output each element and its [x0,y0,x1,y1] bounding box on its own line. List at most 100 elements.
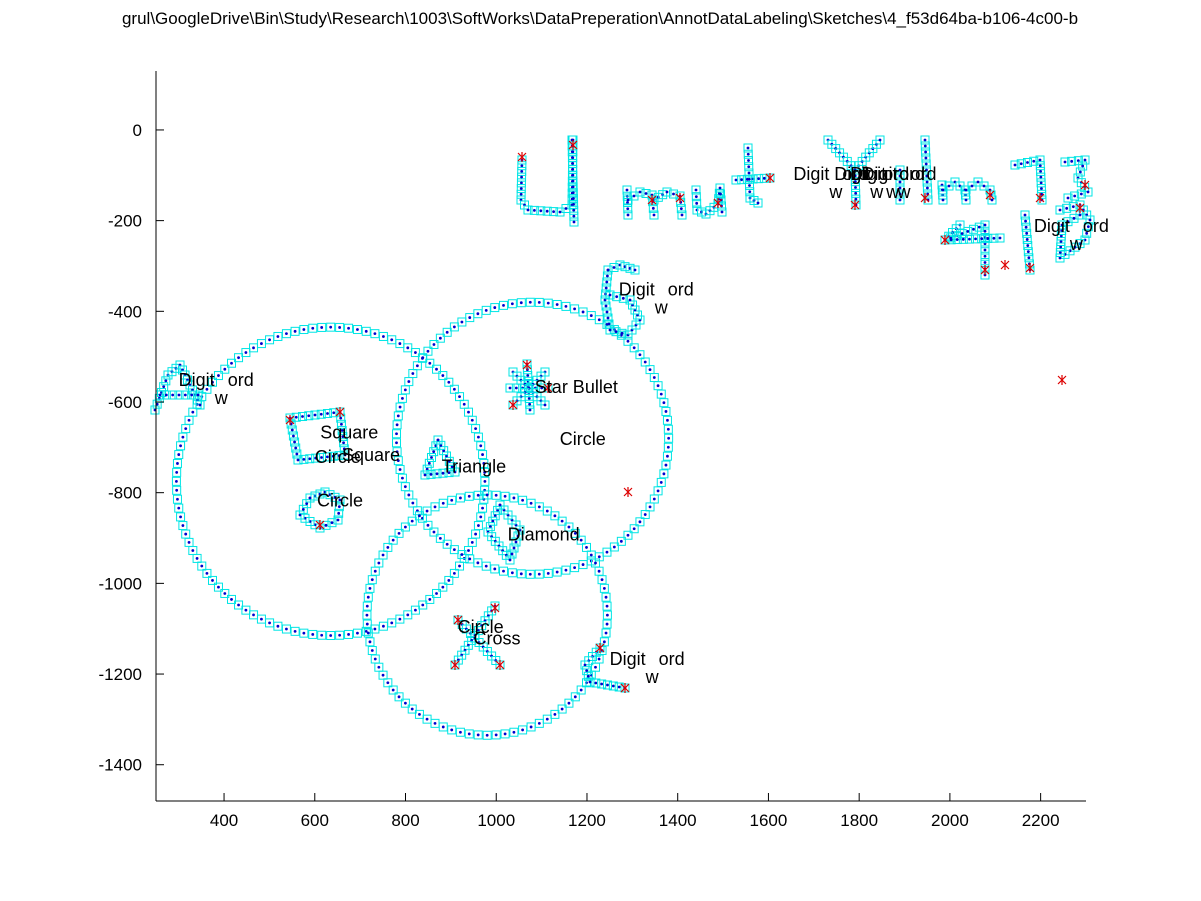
glyph-m-point [623,204,633,214]
glyph-u-point [516,178,526,188]
circle-stroke-point [482,730,492,740]
glyph-9-point [1069,213,1079,223]
circle-stroke-point [635,517,645,527]
glyph-m-point [895,195,905,205]
circle-stroke-point [438,582,448,592]
circle-stroke-point [623,530,633,540]
circle-stroke-point [478,503,488,513]
glyph-1-point [1010,160,1020,170]
circle-stroke-point [526,722,536,732]
corner-marker [1057,375,1067,385]
glyph-m-point [895,189,905,199]
circle-stroke-point [352,325,362,335]
circle-stroke-point [552,567,562,577]
glyph-u-point [517,161,527,171]
glyph-t-point [737,175,747,185]
annotation-label: Digitword [619,279,694,317]
triangle-stroke-point [429,447,439,457]
glyph-m-point [635,187,645,197]
glyph-9-point [1083,222,1093,232]
circle-stroke-point [550,511,560,521]
circle-stroke-point [570,692,580,702]
circle-stroke-point [561,301,571,311]
diamond-stroke-point [511,537,521,547]
circle-stroke-point [640,357,650,367]
circle-stroke-point [418,600,428,610]
circle-stroke-point [387,335,397,345]
glyph-u-point [569,205,579,215]
square-stroke-point [311,453,321,463]
circle-stroke-point [326,631,336,641]
circle-stroke-point [635,350,645,360]
corner-marker [920,193,930,203]
glyph-6-point [618,293,628,303]
circle-stroke-point [447,725,457,735]
annotation-label: Digitword [1034,216,1109,254]
diamond-stroke-point [509,543,519,553]
glyph-l-point [922,177,932,187]
glyph-1-point [1022,234,1032,244]
circle-stroke-point [476,512,486,522]
circle-stroke-point [234,600,244,610]
circle-stroke-point [370,329,380,339]
circle-stroke-point [478,450,488,460]
circle-stroke-point [442,539,452,549]
corner-marker [1035,193,1045,203]
circle-stroke-point [449,545,459,555]
square-stroke-point [340,450,350,460]
y-tick-label: -1400 [99,756,142,775]
glyph-1-point [1035,155,1045,165]
y-tick-label: -200 [108,212,142,231]
corner-marker [675,193,685,203]
circle-stroke-point [362,619,372,629]
circle-stroke-point [432,364,442,374]
annotation-label: Diamond [508,524,580,544]
circle-stroke-point [640,510,650,520]
triangle-stroke-point [444,456,454,466]
x-tick-label: 800 [391,811,419,830]
circle-stroke-point [410,605,420,615]
circle-stroke-point [430,502,440,512]
circle-stroke-point [404,377,414,387]
circle-stroke-point [649,494,659,504]
diamond-stroke-point [490,511,500,521]
glyph-6-point [604,319,614,329]
glyph-m-point [895,183,905,193]
glyph-u-point [549,207,559,217]
glyph-u-point [716,189,725,199]
square-stroke-point [305,454,315,464]
x-tick-label: 600 [301,811,329,830]
glyph-l-point [585,677,595,687]
circle-stroke-point [374,558,384,568]
glyph-m-point [895,171,905,181]
square-stroke-point [291,443,301,453]
glyph-a-point [193,390,203,400]
circle-stroke-point [623,336,633,346]
glyph-9-point [1082,228,1092,238]
glyph-u-point [517,172,527,182]
glyph-u-point [568,164,578,174]
glyph-1-point [1023,241,1033,251]
small-circle-point [333,515,343,525]
circle-stroke-point [429,527,439,537]
glyph-9-point [1056,237,1066,246]
circle-stroke-point [241,605,251,615]
glyph-4-point [995,233,1005,243]
circle-stroke-point [335,630,345,640]
glyph-u-point [516,189,526,199]
circle-stroke-point [473,309,483,319]
circle-stroke-point [656,389,666,399]
annotation-label: Digitword [861,164,936,202]
glyph-m-point [895,177,905,187]
glyph-l-point [603,680,612,690]
circle-stroke-point [365,637,375,647]
circle-stroke-point [447,495,457,505]
circle-stroke-point [370,654,380,664]
glyph-l-point [580,660,590,670]
circle-stroke-point [435,333,445,343]
circle-stroke-point [213,371,223,381]
x-ticks: 400 600 800 1000 1200 1400 1600 1800 2000 2200 [210,793,1060,830]
circle-stroke-point [542,714,552,724]
annotation-label: Digitword [610,649,685,687]
triangle-stroke-point [436,440,446,450]
